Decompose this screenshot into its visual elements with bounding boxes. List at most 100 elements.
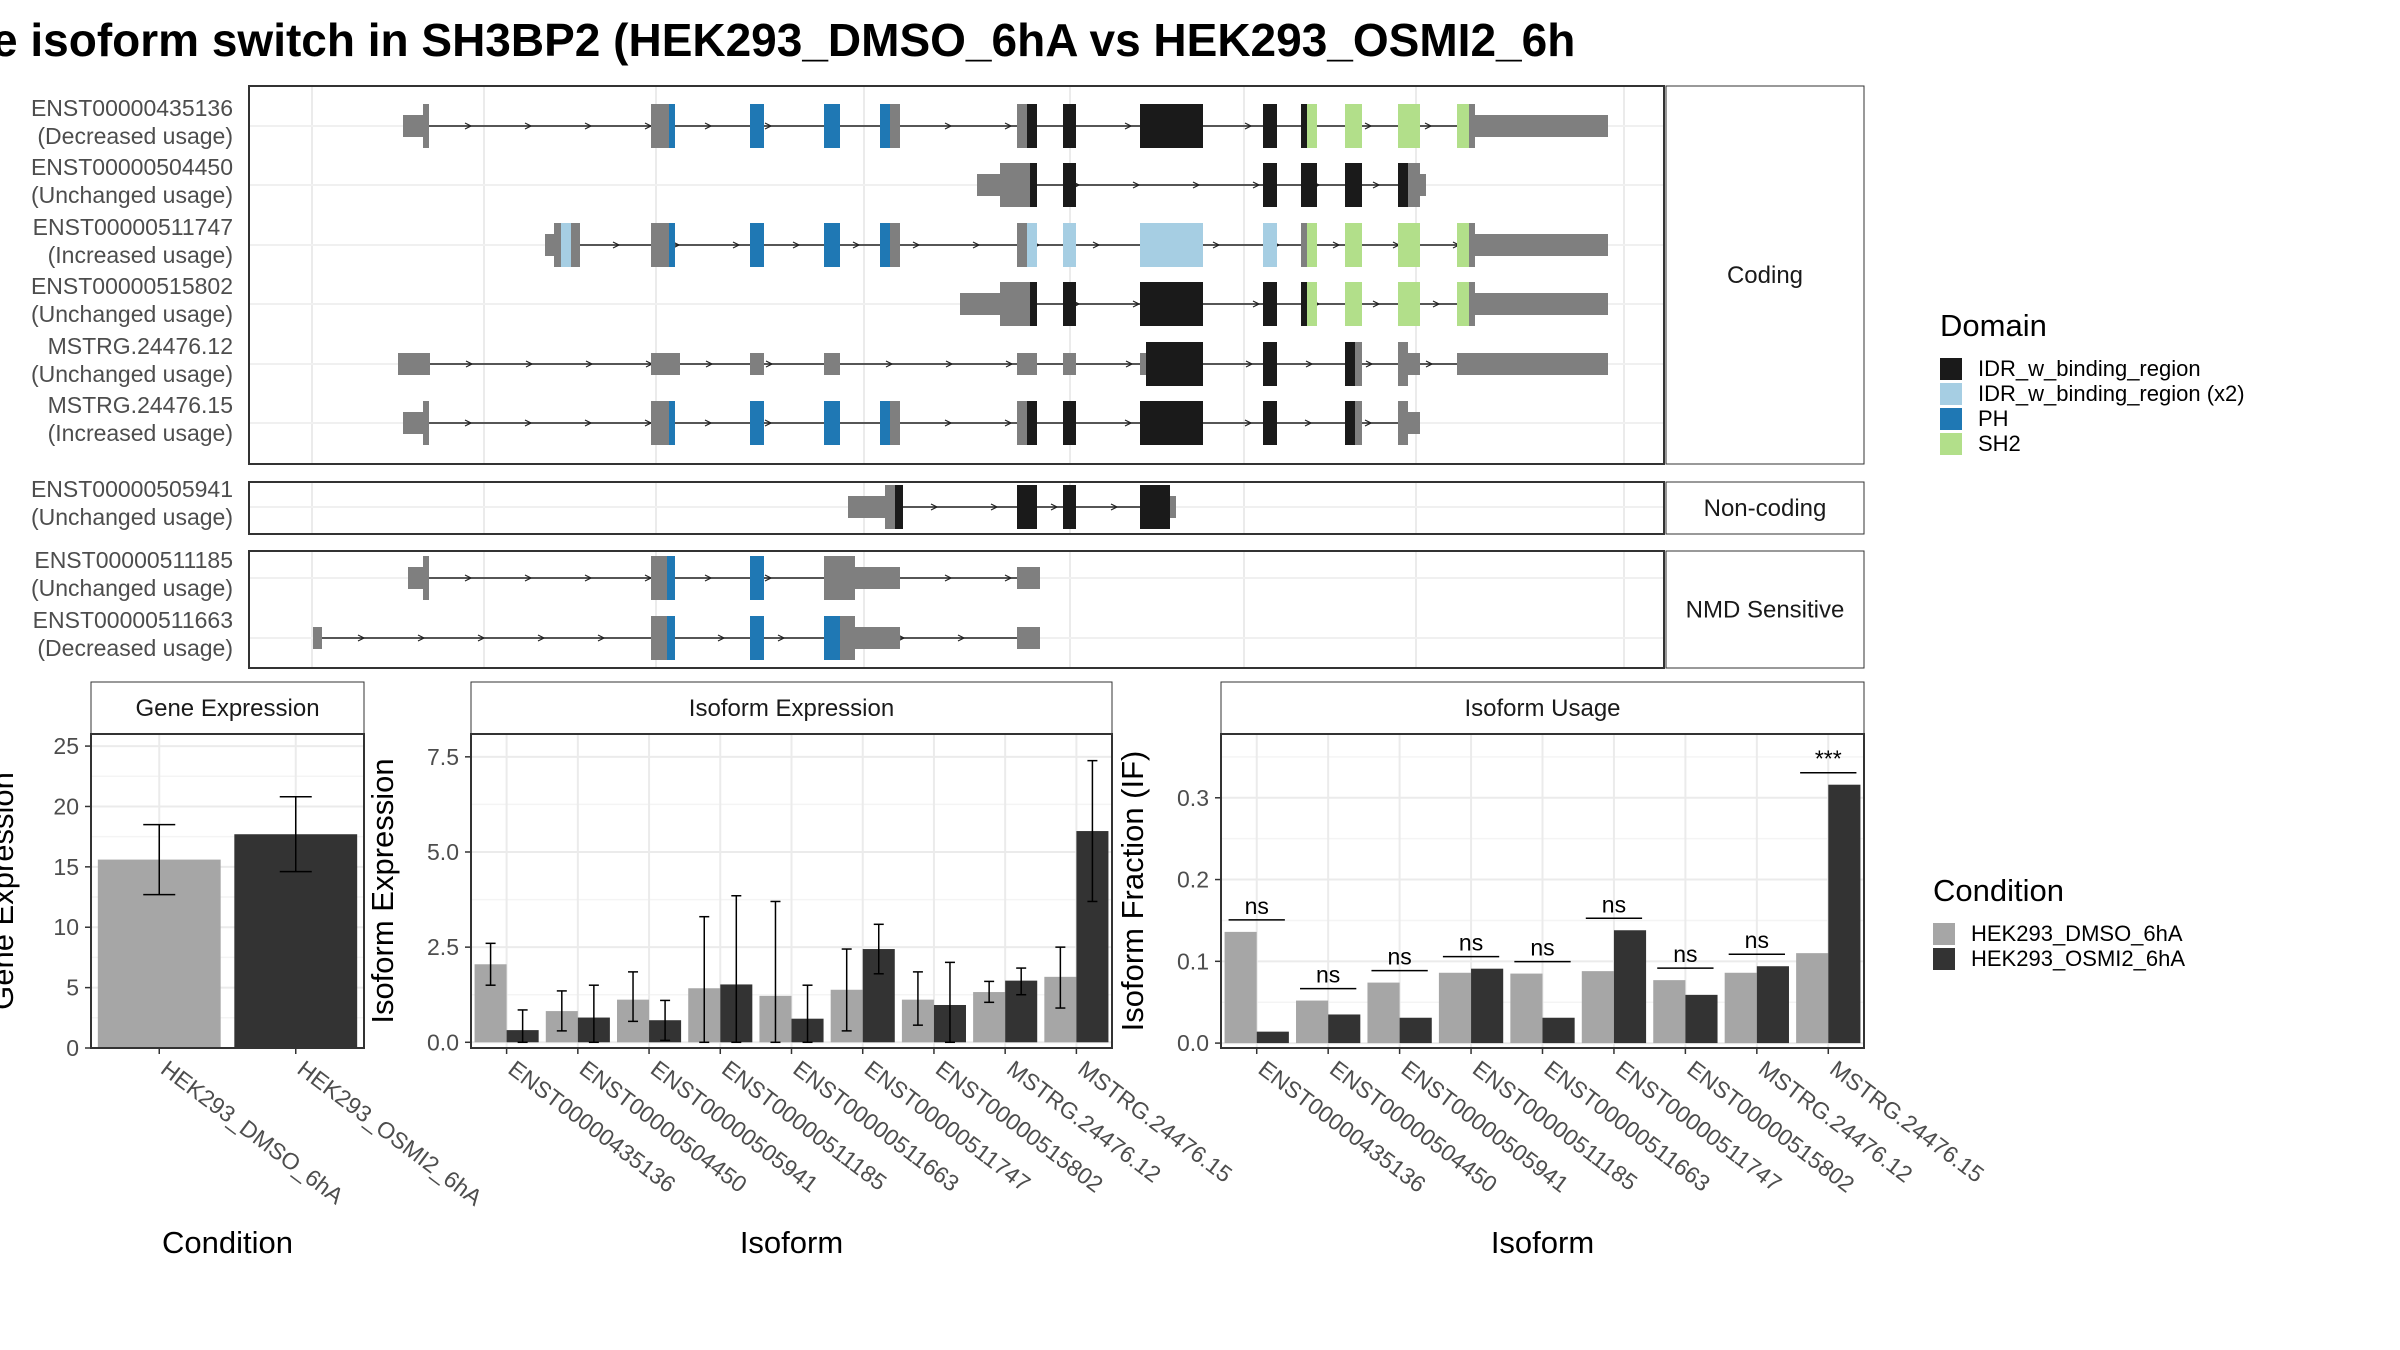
exon-block [1457,282,1469,326]
exon-block [545,234,554,256]
direction-arrow [524,122,533,130]
transcript-id-label: ENST00000511185 [34,547,233,573]
direction-arrow [1245,360,1254,368]
exon-block [403,115,423,137]
exon-block [1398,282,1420,326]
exon-block [1263,104,1277,148]
transcript-usage-label: (Unchanged usage) [31,182,233,208]
exon-block [1027,104,1037,148]
direction-arrow [524,574,533,582]
direction-arrow [705,360,714,368]
structure-panel-bg [249,551,1664,668]
exon-block [571,223,580,267]
exon-block [750,556,764,600]
gene-expression-chart: Gene Expression0510152025HEK293_DMSO_6hA… [0,681,488,1260]
exon-block [1146,342,1203,386]
significance-label: ns [1245,893,1269,919]
exon-block [1408,353,1420,375]
exon-block [669,223,675,267]
y-axis-title: Isoform Expression [365,758,400,1023]
direction-arrow [524,419,533,427]
exon-block [1457,104,1469,148]
bar [1510,973,1543,1044]
exon-block [1263,401,1277,445]
direction-arrow [1004,574,1013,582]
exon-block [1398,163,1408,207]
domain-legend: Domain IDR_w_binding_regionIDR_w_binding_… [1940,308,2245,456]
category-strip-label: Coding [1727,262,1803,289]
y-tick-label: 5.0 [427,839,459,865]
exon-block [1017,567,1040,589]
direction-arrow [704,574,713,582]
exon-block [1408,412,1420,434]
y-axis-title: Isoform Fraction (IF) [1115,751,1150,1032]
direction-arrow [852,241,861,249]
exon-block [1307,223,1317,267]
direction-arrow [1432,300,1441,308]
exon-block [1475,234,1608,256]
direction-arrow [1364,122,1373,130]
exon-block [824,556,840,600]
y-tick-label: 0.0 [427,1029,459,1055]
exon-block [651,556,667,600]
exon-block [1263,163,1277,207]
direction-arrow [1192,181,1201,189]
exon-block [824,223,840,267]
y-tick-label: 0.0 [1177,1030,1209,1056]
transcript-usage-label: (Increased usage) [48,242,233,268]
x-axis-title: Condition [162,1225,293,1260]
exon-block [1263,342,1277,386]
bar [1224,931,1257,1044]
bar [1653,980,1686,1044]
exon-block [667,556,675,600]
category-strip-label: Non-coding [1704,495,1827,522]
direction-arrow [1125,360,1134,368]
direction-arrow [885,360,894,368]
y-tick-label: 7.5 [427,744,459,770]
direction-arrow [584,419,593,427]
exon-block [1355,401,1362,445]
direction-arrow [464,574,473,582]
exon-block [1398,342,1408,386]
exon-block [1457,353,1608,375]
exon-block [669,104,675,148]
legend-label: IDR_w_binding_region (x2) [1978,381,2245,406]
direction-arrow [464,122,473,130]
direction-arrow [465,360,474,368]
transcript-usage-label: (Decreased usage) [37,635,233,661]
direction-arrow [1212,241,1221,249]
direction-arrow [584,574,593,582]
exon-block [890,104,900,148]
figure-title: e isoform switch in SH3BP2 (HEK293_DMSO_… [0,14,1575,66]
transcript-id-label: MSTRG.24476.15 [48,392,233,418]
legend-title: Domain [1940,308,2047,343]
x-axis-title: Isoform [1491,1225,1594,1260]
exon-block [651,353,680,375]
direction-arrow [1332,241,1341,249]
direction-arrow [464,419,473,427]
category-strip-label: NMD Sensitive [1686,597,1845,624]
significance-label: *** [1815,746,1842,772]
direction-arrow [765,360,774,368]
exon-block [880,401,890,445]
direction-arrow [1244,419,1253,427]
legend-label: SH2 [1978,431,2021,456]
bar [1399,1017,1432,1044]
exon-block [1170,496,1176,518]
legend-label: HEK293_DMSO_6hA [1971,921,2183,946]
y-tick-label: 20 [53,793,79,819]
y-tick-label: 0 [66,1035,79,1061]
exon-block [977,174,1000,196]
direction-arrow [1424,122,1433,130]
transcript-id-label: ENST00000515802 [31,273,233,299]
exon-block [1469,282,1475,326]
exon-block [824,401,840,445]
transcript-usage-label: (Increased usage) [48,420,233,446]
exon-block [1063,353,1076,375]
direction-arrow [704,122,713,130]
direction-arrow [1244,122,1253,130]
bar [1367,982,1400,1044]
direction-arrow [764,419,773,427]
category-strip [1665,481,1865,535]
direction-arrow [764,574,773,582]
